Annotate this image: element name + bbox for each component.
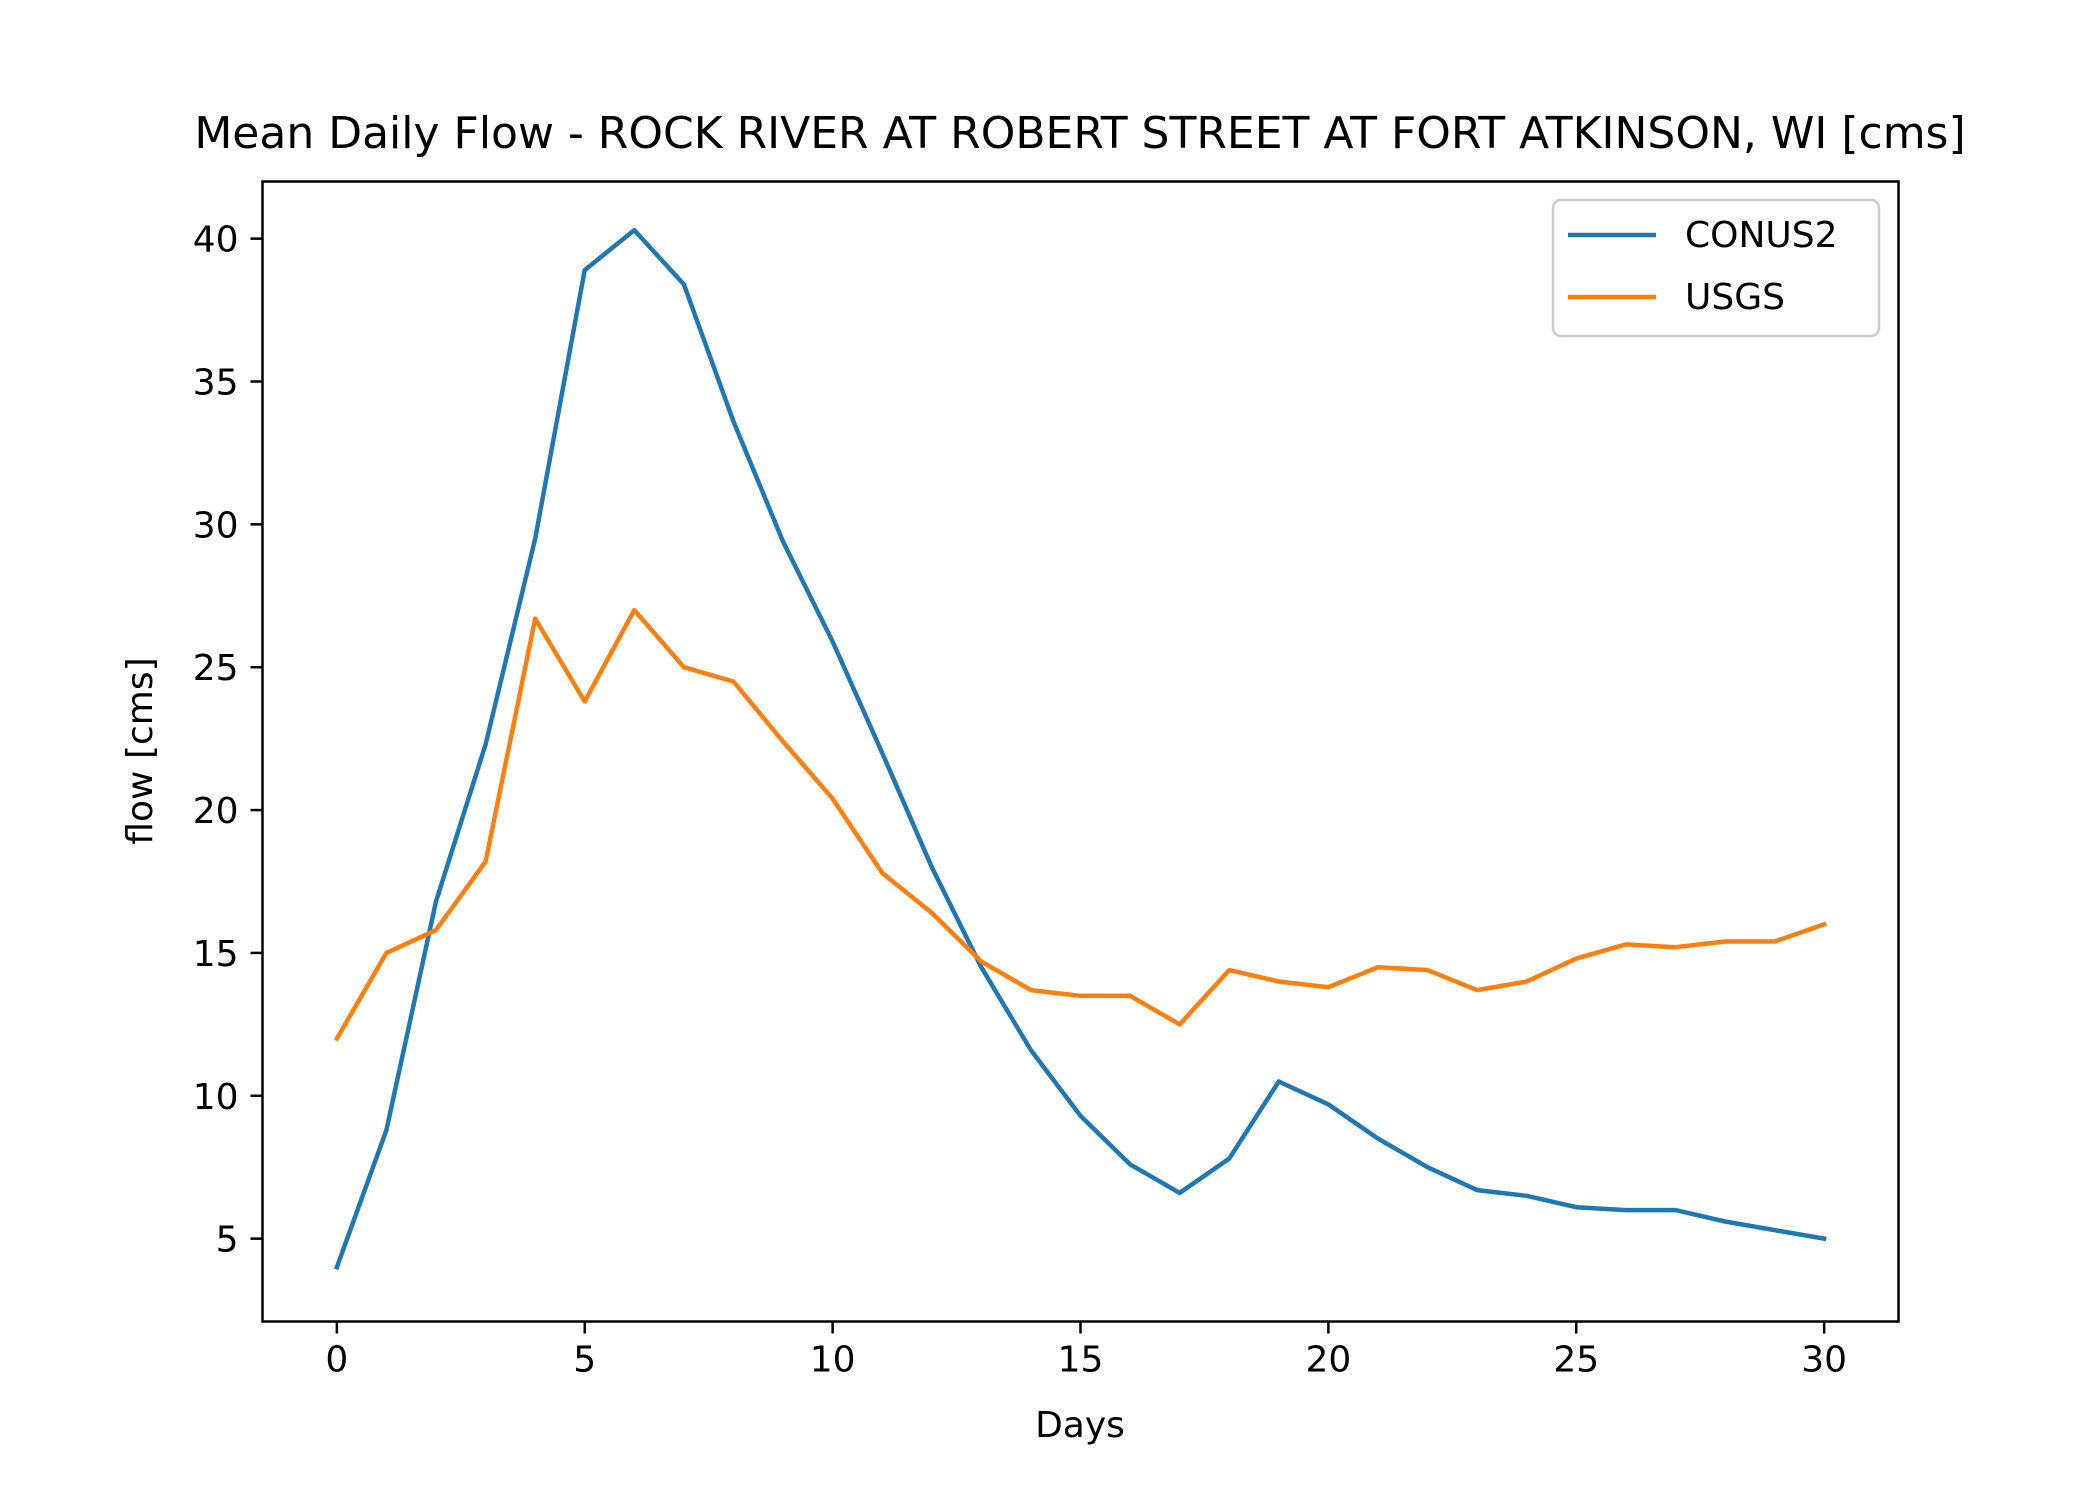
series-lines bbox=[333, 227, 1827, 1271]
y-tick-label: 5 bbox=[216, 1220, 239, 1261]
y-tick-label: 35 bbox=[193, 363, 239, 404]
x-tick-label: 15 bbox=[1058, 1340, 1104, 1381]
y-tick-label: 25 bbox=[193, 648, 239, 689]
x-tick-label: 0 bbox=[325, 1340, 348, 1381]
y-tick-label: 20 bbox=[193, 791, 239, 832]
legend: CONUS2 USGS bbox=[1551, 198, 1881, 338]
y-tick-label: 10 bbox=[193, 1077, 239, 1118]
x-tick-label: 5 bbox=[573, 1340, 596, 1381]
y-axis: 5 10 15 20 25 30 35 40 bbox=[193, 220, 263, 1261]
y-tick-label: 15 bbox=[193, 934, 239, 975]
y-tick-label: 30 bbox=[193, 505, 239, 546]
legend-label-conus2: CONUS2 bbox=[1685, 215, 1838, 256]
x-tick-label: 20 bbox=[1305, 1340, 1351, 1381]
y-tick-label: 40 bbox=[193, 220, 239, 261]
x-tick-label: 25 bbox=[1553, 1340, 1599, 1381]
x-tick-label: 10 bbox=[810, 1340, 856, 1381]
x-axis: 0 5 10 15 20 25 30 bbox=[325, 1321, 1847, 1381]
y-axis-label: flow [cms] bbox=[120, 657, 161, 844]
chart-title: Mean Daily Flow - ROCK RIVER AT ROBERT S… bbox=[194, 108, 1965, 159]
series-line-conus2 bbox=[334, 227, 1827, 1271]
x-axis-label: Days bbox=[1035, 1405, 1125, 1446]
x-tick-label: 30 bbox=[1801, 1340, 1847, 1381]
series-line-usgs bbox=[333, 607, 1827, 1042]
legend-label-usgs: USGS bbox=[1685, 277, 1785, 318]
